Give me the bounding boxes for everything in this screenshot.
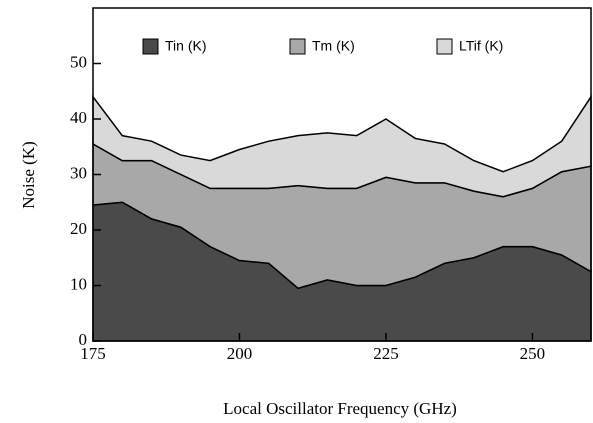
y-tick-label: 10	[70, 274, 87, 293]
legend-label: Tm (K)	[312, 38, 355, 54]
legend-swatch	[289, 38, 306, 55]
legend-swatch	[142, 38, 159, 55]
x-tick-label: 200	[227, 344, 253, 363]
y-tick-label: 40	[70, 108, 87, 127]
x-tick-label: 225	[373, 344, 399, 363]
y-tick-label: 0	[79, 330, 88, 349]
x-axis-label: Local Oscillator Frequency (GHz)	[223, 399, 457, 418]
y-tick-label: 20	[70, 219, 87, 238]
legend-label: Tin (K)	[165, 38, 206, 54]
legend-label: LTif (K)	[459, 38, 503, 54]
y-tick-label: 50	[70, 52, 87, 71]
y-axis-label: Noise (K)	[19, 141, 38, 209]
legend-swatch	[436, 38, 453, 55]
x-tick-label: 175	[80, 344, 106, 363]
x-tick-label: 250	[520, 344, 546, 363]
y-tick-label: 30	[70, 163, 87, 182]
